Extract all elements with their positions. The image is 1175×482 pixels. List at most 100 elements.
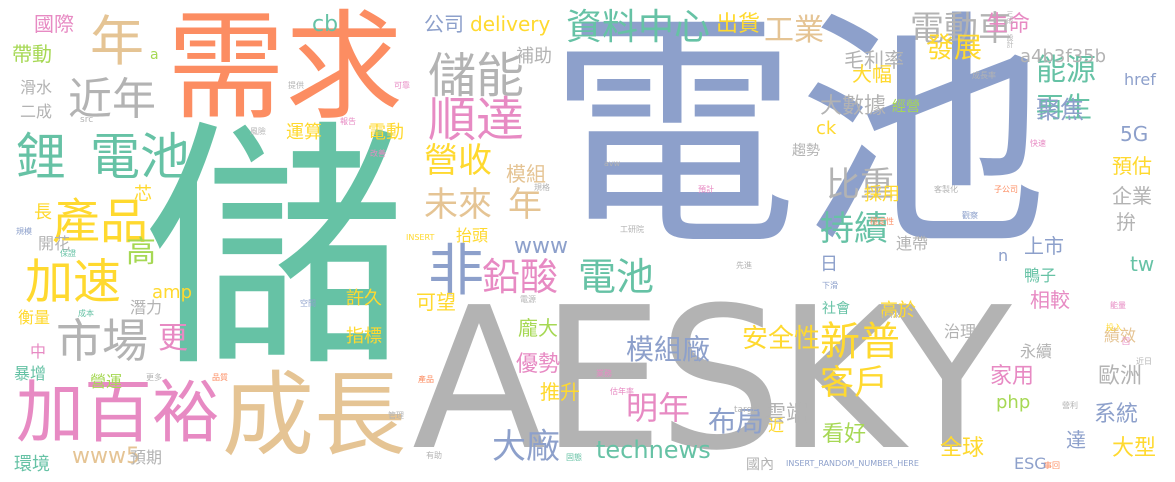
word: 預計 — [698, 185, 714, 194]
word: 比重 — [826, 165, 894, 205]
word: href — [1124, 70, 1156, 89]
word: 電池 — [548, 0, 1048, 280]
word: 加速 — [25, 254, 122, 310]
word: 相較 — [1030, 288, 1070, 312]
word: 許久 — [346, 288, 382, 309]
word: 順達 — [428, 92, 525, 148]
word: 公司 — [424, 12, 464, 36]
word: 客戶 — [820, 363, 888, 403]
word: 5G — [1120, 122, 1149, 146]
word: 成本 — [78, 309, 94, 318]
word: 趨勢 — [792, 143, 820, 159]
word: 高 — [126, 235, 156, 270]
word: 毛利率 — [844, 48, 904, 72]
word: 龐大 — [518, 316, 558, 340]
word: 抬頭 — [456, 226, 489, 245]
word: 高於 — [880, 300, 916, 321]
word: 出貨 — [716, 12, 761, 37]
word: 工研院 — [620, 225, 644, 234]
word: 新普 — [820, 319, 900, 365]
word: 改善 — [370, 149, 386, 158]
word: 近年 — [68, 74, 156, 125]
word: 歐洲 — [1098, 364, 1143, 389]
word: 工業 — [764, 13, 824, 48]
word: 生命 — [986, 12, 1031, 37]
word: 設計 — [1006, 34, 1014, 48]
word: 電池 — [578, 255, 655, 299]
word: 大數據 — [820, 94, 887, 119]
word: 更 — [158, 321, 188, 356]
word: 企業 — [1112, 184, 1152, 208]
word: 加百裕 — [16, 374, 221, 453]
word: 中 — [30, 342, 47, 361]
word: 管理 — [388, 411, 404, 420]
word: 穩定性 — [870, 217, 894, 226]
word: 運算 — [286, 122, 322, 143]
word: 再生 — [1036, 91, 1093, 124]
word: 開花 — [38, 234, 71, 253]
word: 規模 — [16, 227, 32, 236]
word: www5 — [72, 444, 140, 469]
word: 營利 — [1062, 401, 1078, 410]
word: 營收 — [424, 141, 492, 181]
word: 看好 — [822, 422, 867, 447]
word: 回 — [1122, 337, 1130, 346]
word: 品質 — [212, 373, 228, 382]
word: img — [728, 227, 745, 237]
word: 營運 — [90, 372, 123, 391]
word: 鋰 — [16, 128, 66, 186]
word: src — [80, 115, 94, 125]
word: 鉛酸 — [482, 255, 559, 299]
word: 推升 — [540, 380, 580, 404]
word: 觀察 — [962, 211, 978, 220]
word: 儲 — [99, 110, 404, 372]
word: 大型 — [1112, 436, 1157, 461]
word: 持續 — [820, 209, 888, 249]
word: 需求 — [167, 0, 404, 136]
word: ESG — [1014, 454, 1047, 473]
word: 下滑 — [822, 281, 838, 290]
word: 三成 — [1006, 10, 1014, 24]
word: php — [996, 392, 1031, 413]
word: 產品 — [52, 194, 149, 250]
word: ck — [816, 118, 837, 139]
word: 電動車 — [910, 9, 1012, 49]
word: 拚 — [1116, 210, 1136, 234]
word: 固態 — [566, 453, 582, 462]
word: 有助 — [426, 451, 442, 460]
word: 滑水 — [20, 78, 53, 97]
word: 可靠 — [394, 81, 410, 90]
word: 更多 — [146, 373, 162, 382]
word: 優勢 — [516, 352, 561, 377]
word: 永續 — [1020, 342, 1053, 361]
word: 可望 — [416, 290, 456, 314]
word: 非 — [428, 239, 484, 304]
word: 系統 — [1094, 402, 1139, 427]
word: technews — [596, 436, 711, 464]
word: a — [150, 47, 159, 63]
word: 事回 — [1044, 461, 1060, 470]
word: 帶動 — [12, 42, 52, 66]
word: avw — [604, 159, 621, 168]
word: n — [998, 246, 1009, 265]
word: 電池 — [90, 128, 190, 186]
word: 子公司 — [994, 185, 1018, 194]
word: 年 — [508, 185, 542, 225]
word: a4b3f35b — [1020, 46, 1107, 67]
word: 鴨子 — [1024, 266, 1057, 285]
word: 達 — [1066, 428, 1086, 452]
word: 未來 — [424, 185, 492, 225]
word: 衡量 — [18, 308, 51, 327]
word: 能源 — [1036, 53, 1096, 88]
word: 暴增 — [14, 364, 47, 383]
word: 安全性 — [742, 324, 821, 354]
word: 連帶 — [896, 234, 929, 253]
word: 估年率 — [610, 387, 634, 396]
word: 客製化 — [934, 185, 958, 194]
word: 風險 — [250, 127, 266, 136]
word: 補助 — [516, 46, 552, 67]
word: 規格 — [534, 183, 550, 192]
word: 全球 — [940, 436, 985, 461]
word: 長 — [34, 202, 52, 223]
